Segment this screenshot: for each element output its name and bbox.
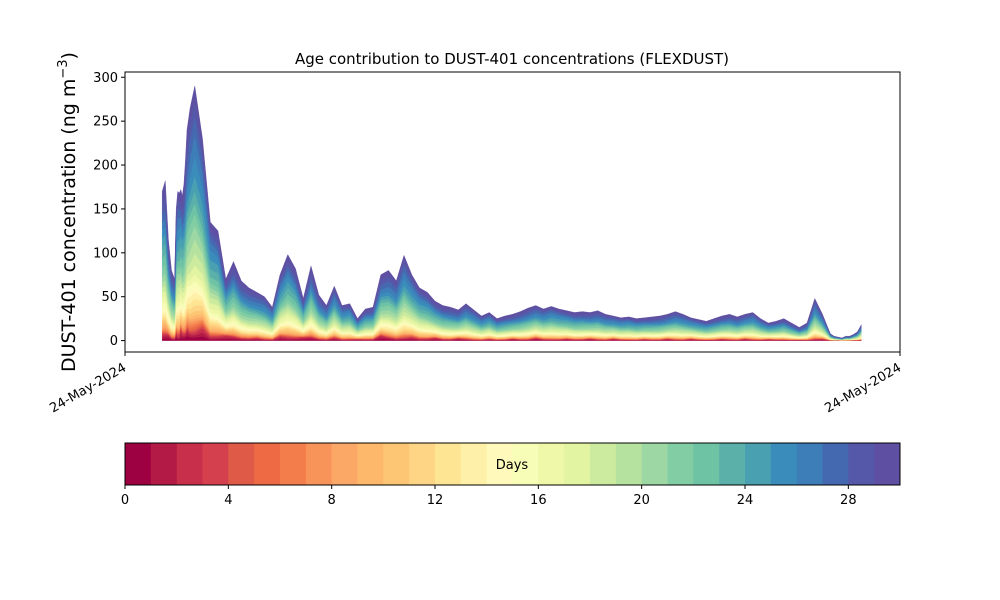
colorbar-label: Days xyxy=(496,458,529,473)
y-tick-label: 150 xyxy=(93,202,118,217)
colorbar-swatch xyxy=(254,443,281,485)
plot-frame xyxy=(124,71,901,353)
colorbar-swatch xyxy=(848,443,875,485)
colorbar-swatches xyxy=(125,443,901,485)
age-band-area xyxy=(162,85,862,339)
colorbar-tick-label: 24 xyxy=(737,493,754,508)
colorbar-tick-label: 28 xyxy=(840,493,857,508)
y-axis-label: DUST-401 concentration (ng m−3) xyxy=(56,52,80,372)
colorbar-swatch xyxy=(538,443,565,485)
y-axis-label-exponent: −3 xyxy=(56,59,71,78)
plot-area xyxy=(124,71,901,353)
chart-title: Age contribution to DUST-401 concentrati… xyxy=(295,50,729,68)
y-tick-label: 100 xyxy=(93,246,118,261)
y-tick-label: 300 xyxy=(93,71,118,86)
y-tick-label: 250 xyxy=(93,115,118,130)
colorbar-swatch xyxy=(796,443,823,485)
colorbar-tick-label: 0 xyxy=(121,493,129,508)
colorbar-swatch xyxy=(202,443,229,485)
colorbar-swatch xyxy=(460,443,488,485)
colorbar-swatch xyxy=(125,443,152,485)
y-axis: 0 50 100 150 200 250 300 xyxy=(93,71,125,349)
colorbar-tick-label: 4 xyxy=(224,493,232,508)
colorbar-swatch xyxy=(745,443,772,485)
colorbar: Days 0 4 8 12 16 20 24 28 xyxy=(121,442,901,508)
y-tick-label: 0 xyxy=(110,334,118,349)
colorbar-swatch xyxy=(770,443,798,485)
colorbar-swatch xyxy=(486,443,513,485)
colorbar-swatch xyxy=(357,443,384,485)
colorbar-frame xyxy=(124,442,901,486)
colorbar-swatch xyxy=(176,443,203,485)
colorbar-swatch xyxy=(822,443,849,485)
colorbar-swatch xyxy=(667,443,694,485)
y-tick-label: 200 xyxy=(93,159,118,174)
colorbar-ticks: 0 4 8 12 16 20 24 28 xyxy=(121,485,857,508)
colorbar-swatch xyxy=(280,443,307,485)
x-tick-label: 24-May-2024 xyxy=(822,360,904,416)
colorbar-swatch xyxy=(590,443,617,485)
colorbar-swatch xyxy=(150,443,178,485)
y-axis-label-main: DUST-401 concentration (ng m xyxy=(58,79,80,372)
age-band-area xyxy=(162,135,862,339)
colorbar-swatch xyxy=(564,443,591,485)
colorbar-swatch xyxy=(641,443,668,485)
colorbar-swatch xyxy=(228,443,255,485)
colorbar-swatch xyxy=(719,443,746,485)
x-axis: 24-May-2024 24-May-2024 xyxy=(47,352,904,416)
colorbar-swatch xyxy=(615,443,643,485)
y-tick-label: 50 xyxy=(101,290,118,305)
colorbar-swatch xyxy=(409,443,436,485)
colorbar-swatch xyxy=(383,443,410,485)
colorbar-swatch xyxy=(305,443,333,485)
stacked-area-layers xyxy=(162,85,862,341)
colorbar-tick-label: 20 xyxy=(633,493,650,508)
colorbar-tick-label: 8 xyxy=(328,493,336,508)
colorbar-tick-label: 12 xyxy=(427,493,444,508)
colorbar-swatch xyxy=(693,443,720,485)
colorbar-swatch xyxy=(874,443,901,485)
colorbar-swatch xyxy=(331,443,358,485)
colorbar-swatch xyxy=(512,443,539,485)
y-axis-label-close: ) xyxy=(58,52,80,59)
colorbar-tick-label: 16 xyxy=(530,493,547,508)
colorbar-swatch xyxy=(435,443,462,485)
age-band-area xyxy=(162,156,862,340)
